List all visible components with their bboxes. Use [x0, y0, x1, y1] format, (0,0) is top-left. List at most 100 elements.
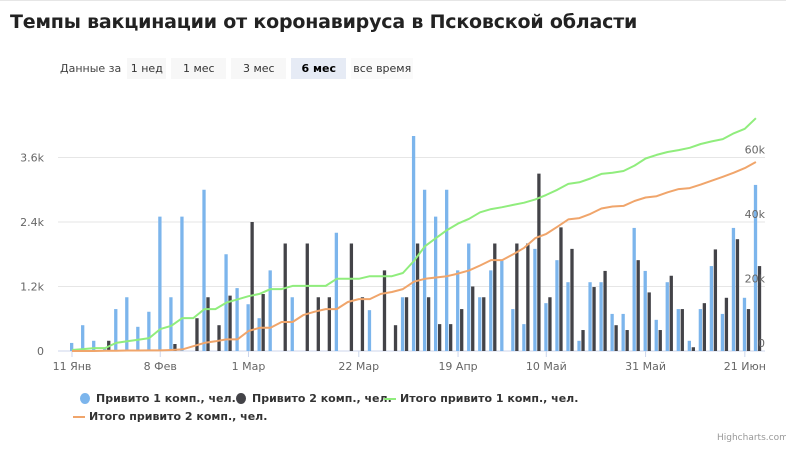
bar-dose1 — [400, 297, 405, 351]
bar-dose2 — [393, 325, 398, 351]
bar-dose1 — [643, 270, 647, 351]
bar-dose1 — [147, 311, 151, 351]
bar-dose1 — [676, 309, 680, 351]
bar-dose1 — [422, 189, 427, 351]
bar-dose1 — [544, 303, 548, 351]
bar-dose1 — [566, 282, 570, 351]
bar-dose2 — [482, 297, 486, 351]
bar-dose1 — [533, 248, 537, 351]
bar-dose2 — [625, 330, 629, 351]
x-tick-label: 8 Фев — [144, 360, 177, 373]
bar-dose1 — [522, 324, 526, 351]
bar-dose1 — [489, 270, 493, 351]
x-tick-label: 10 Май — [526, 360, 567, 373]
x-tick-label: 22 Мар — [338, 360, 379, 373]
y-left-tick-label: 0 — [37, 345, 44, 358]
bar-dose1 — [445, 189, 449, 351]
bar-dose2 — [404, 297, 409, 351]
bar-dose1 — [180, 216, 184, 351]
bar-dose2 — [713, 249, 718, 351]
credits-link[interactable]: Highcharts.com — [717, 433, 786, 443]
bar-dose1 — [709, 266, 714, 351]
bar-dose2 — [691, 347, 695, 351]
bar-dose2 — [636, 260, 640, 351]
x-tick-label: 11 Янв — [53, 360, 92, 373]
bar-dose2 — [724, 297, 729, 351]
line-total-dose1 — [71, 117, 757, 351]
legend-item-total2[interactable]: Итого привито 2 комп., чел. — [73, 410, 267, 423]
bar-dose1 — [665, 282, 669, 351]
bar-dose2 — [426, 297, 431, 351]
legend-item-dose1[interactable]: Привито 1 комп., чел. — [80, 392, 236, 405]
bar-dose1 — [610, 313, 614, 351]
bar-dose2 — [250, 222, 254, 351]
legend-line-icon — [384, 397, 396, 400]
bar-dose1 — [511, 309, 515, 351]
line-total-dose2 — [72, 161, 757, 352]
bar-dose2 — [658, 330, 662, 351]
bar-dose2 — [360, 297, 365, 351]
bar-dose2 — [592, 287, 596, 351]
x-tick-label: 1 Мар — [232, 360, 266, 373]
bar-dose2 — [570, 248, 574, 351]
y-right-tick-label: 20k — [745, 273, 766, 286]
bar-dose1 — [125, 297, 129, 351]
range-button-1-month[interactable]: 1 мес — [171, 58, 227, 79]
legend-circle-icon — [236, 393, 246, 404]
range-button-3-months[interactable]: 3 мес — [231, 58, 287, 79]
bar-dose2 — [349, 243, 354, 351]
legend-line-icon — [73, 415, 85, 418]
bar-dose2 — [746, 309, 751, 351]
bar-dose2 — [217, 325, 221, 351]
bar-dose2 — [702, 303, 707, 351]
bar-dose1 — [202, 189, 206, 351]
bar-dose2 — [382, 270, 387, 351]
legend-item-dose2[interactable]: Привито 2 комп., чел. — [236, 392, 392, 405]
range-button-6-months[interactable]: 6 мес — [291, 58, 347, 79]
bar-dose1 — [456, 270, 460, 351]
bar-dose1 — [698, 309, 703, 351]
bar-dose2 — [327, 297, 331, 351]
bar-dose2 — [283, 243, 287, 351]
bar-dose2 — [415, 243, 420, 351]
range-selector: Данные за 1 нед 1 мес 3 мес 6 мес все вр… — [60, 58, 418, 79]
bar-dose1 — [467, 243, 471, 351]
bar-dose2 — [581, 330, 585, 351]
range-button-all-time[interactable]: все время — [351, 58, 414, 79]
x-tick-label: 31 Май — [625, 360, 666, 373]
bar-dose2 — [647, 292, 651, 351]
bar-dose1 — [334, 232, 339, 351]
bar-dose2 — [493, 243, 497, 351]
bar-dose2 — [471, 286, 475, 351]
y-right-tick-label: 60k — [745, 144, 766, 157]
bar-dose2 — [526, 243, 530, 351]
legend-circle-icon — [80, 393, 90, 404]
bar-dose2 — [735, 239, 740, 351]
bar-dose1 — [114, 309, 118, 351]
bar-dose2 — [261, 294, 265, 351]
bar-dose2 — [537, 173, 541, 351]
bar-dose2 — [173, 344, 177, 351]
bar-dose1 — [92, 340, 96, 351]
x-tick-label: 21 Июн — [724, 360, 766, 373]
range-button-1-week[interactable]: 1 нед — [127, 58, 167, 79]
bar-dose2 — [206, 297, 210, 351]
bar-dose1 — [720, 313, 725, 351]
y-left-tick-label: 1.2k — [20, 281, 44, 294]
bar-dose1 — [158, 216, 162, 351]
bar-dose1 — [81, 325, 85, 351]
bar-dose2 — [757, 266, 762, 351]
bar-dose1 — [103, 348, 107, 351]
y-right-tick-label: 0 — [758, 337, 765, 350]
bar-dose1 — [687, 340, 691, 351]
bar-dose1 — [599, 282, 603, 351]
bar-dose2 — [603, 270, 607, 351]
bar-dose2 — [305, 243, 309, 351]
bar-dose2 — [437, 324, 442, 351]
legend-item-total1[interactable]: Итого привито 1 комп., чел. — [384, 392, 578, 405]
x-tick-label: 19 Апр — [438, 360, 477, 373]
bar-dose2 — [449, 324, 453, 351]
bar-dose1 — [577, 340, 581, 351]
bar-dose1 — [290, 297, 294, 351]
bar-dose1 — [367, 310, 372, 351]
